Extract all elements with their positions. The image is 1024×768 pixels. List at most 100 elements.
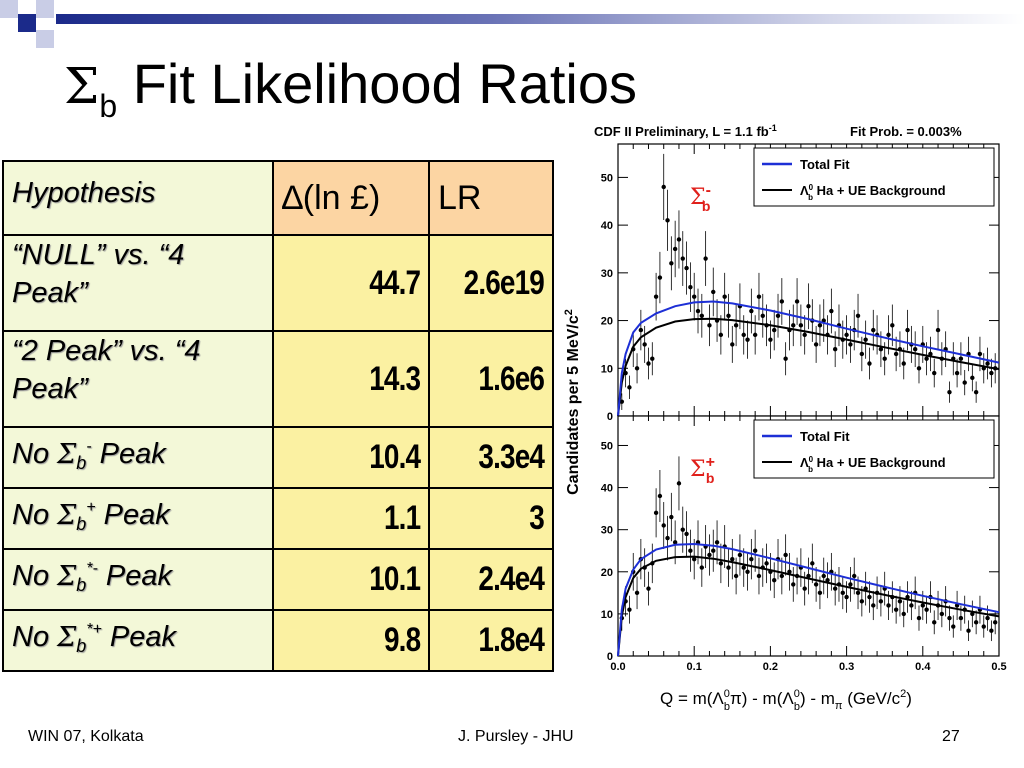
- data-point: [634, 576, 640, 610]
- sigma-sub: b: [702, 198, 711, 214]
- data-marker: [924, 356, 929, 361]
- data-marker: [985, 361, 990, 366]
- total-fit-curve: [617, 300, 1000, 417]
- data-marker: [752, 548, 758, 553]
- data-marker: [772, 578, 777, 583]
- sigma-sup: -: [706, 182, 711, 199]
- data-point: [989, 620, 994, 642]
- data-marker: [989, 628, 994, 633]
- data-marker: [692, 294, 697, 299]
- y-tick-label: 20: [601, 316, 613, 328]
- data-marker: [920, 603, 925, 608]
- data-point: [661, 502, 666, 549]
- data-marker: [981, 624, 986, 629]
- data-point: [935, 309, 941, 351]
- y-axis-label: Candidates per 5 MeV/c2: [563, 309, 582, 495]
- data-point: [695, 288, 701, 334]
- data-point: [932, 610, 937, 635]
- data-point: [745, 552, 750, 591]
- data-marker: [970, 375, 975, 381]
- data-point: [684, 241, 689, 295]
- data-point: [859, 586, 865, 617]
- row-delta-ln-l: 14.3: [272, 330, 430, 428]
- data-point: [909, 590, 914, 621]
- data-point: [802, 315, 807, 355]
- data-marker: [871, 603, 876, 608]
- legend-lambda: Λ: [800, 455, 809, 470]
- data-marker: [825, 578, 830, 583]
- row-lr: 1.8e4: [428, 609, 554, 672]
- legend-lambda-sup: 0: [809, 455, 814, 464]
- data-marker: [669, 514, 674, 520]
- hyp-suffix: Peak: [95, 499, 170, 531]
- legend-total-label: Total Fit: [800, 157, 850, 172]
- data-marker: [718, 561, 724, 566]
- data-marker: [749, 556, 754, 562]
- data-point: [642, 325, 647, 363]
- data-marker: [722, 294, 727, 299]
- data-marker: [688, 284, 693, 290]
- data-marker: [848, 582, 853, 587]
- data-point: [760, 293, 765, 338]
- data-point: [646, 571, 651, 606]
- data-point: [627, 595, 632, 624]
- sigma-symbol: Σ: [57, 439, 77, 470]
- data-point: [749, 538, 754, 580]
- data-marker: [783, 356, 788, 361]
- row-hypothesis: No Σb*+ Peak: [2, 609, 274, 672]
- hyp-prefix: No: [12, 499, 58, 531]
- data-point: [817, 304, 823, 347]
- data-point: [676, 210, 682, 269]
- hyp-subscript: b: [76, 453, 87, 473]
- data-marker: [992, 620, 998, 625]
- data-marker: [726, 565, 731, 570]
- data-marker: [859, 599, 865, 604]
- data-marker: [905, 327, 910, 333]
- row-hypothesis: No Σb+ Peak: [2, 487, 274, 550]
- sigma-symbol: Σ: [57, 622, 77, 653]
- row-delta-value: 10.4: [369, 438, 421, 476]
- data-point: [916, 353, 922, 384]
- data-marker: [844, 594, 849, 600]
- data-marker: [893, 607, 899, 612]
- legend-background-label: Λ0 b Ha + UE Background: [800, 455, 946, 474]
- data-point: [672, 220, 678, 278]
- data-marker: [653, 294, 659, 299]
- x-tick-label: 0.1: [687, 661, 702, 673]
- data-point: [749, 288, 754, 334]
- legend-background-text: Ha + UE Background: [813, 183, 946, 198]
- data-point: [932, 358, 937, 388]
- data-marker: [802, 332, 807, 338]
- data-marker: [977, 351, 983, 357]
- data-point: [844, 315, 849, 355]
- data-marker: [867, 361, 872, 366]
- data-marker: [989, 370, 994, 376]
- data-point: [947, 381, 952, 403]
- data-marker: [954, 370, 960, 376]
- data-point: [810, 543, 815, 584]
- row-hypothesis: No Σb- Peak: [2, 426, 274, 489]
- data-marker: [916, 366, 922, 371]
- legend-frame: [753, 419, 995, 479]
- data-marker: [646, 586, 651, 591]
- data-marker: [939, 611, 945, 617]
- data-point: [973, 610, 979, 635]
- data-point: [832, 571, 838, 606]
- data-marker: [745, 337, 750, 342]
- legend-lambda-sup: 0: [809, 183, 814, 192]
- data-marker: [669, 261, 674, 266]
- data-marker: [962, 380, 967, 385]
- title-subscript: b: [99, 88, 118, 124]
- data-point: [703, 231, 708, 286]
- row-hypothesis: “2 Peak” vs. “4 Peak”: [2, 330, 274, 428]
- data-point: [653, 488, 659, 538]
- y-tick-label: 40: [601, 220, 613, 232]
- data-point: [962, 369, 967, 396]
- x-axis-label-part: ): [906, 689, 912, 708]
- data-marker: [718, 332, 724, 338]
- row-lr: 1.6e6: [428, 330, 554, 428]
- data-marker: [699, 565, 705, 570]
- data-point: [992, 610, 998, 635]
- data-marker: [909, 603, 914, 608]
- plot-header-left: CDF II Preliminary, L = 1.1 fb-1: [594, 123, 777, 139]
